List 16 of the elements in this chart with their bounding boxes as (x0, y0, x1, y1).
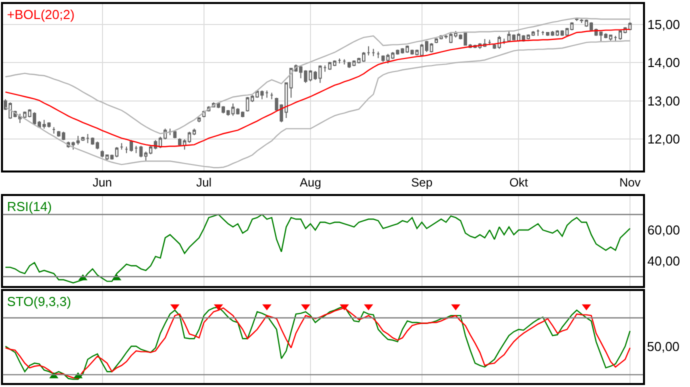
text: +BOL(20;2) (7, 7, 75, 22)
y-tick-label: 13,00 (647, 93, 680, 108)
x-tick-label: Jul (196, 175, 212, 190)
y-tick-label: 15,00 (647, 17, 680, 32)
x-tick-label: Jun (92, 175, 112, 190)
x-tick-label: Okt (509, 175, 529, 190)
x-tick-label: Aug (300, 175, 322, 190)
y-tick-label: 14,00 (647, 55, 680, 70)
x-tick-label: Nov (619, 175, 641, 190)
text: STO(9,3,3) (7, 294, 72, 309)
y-tick-label: 60,00 (647, 222, 680, 238)
y-tick-label: 12,00 (647, 132, 680, 147)
y-tick-label: 40,00 (647, 254, 680, 269)
x-tick-label: Sep (411, 175, 433, 190)
text: 50,00 (647, 339, 680, 354)
text: RSI(14) (7, 199, 52, 214)
